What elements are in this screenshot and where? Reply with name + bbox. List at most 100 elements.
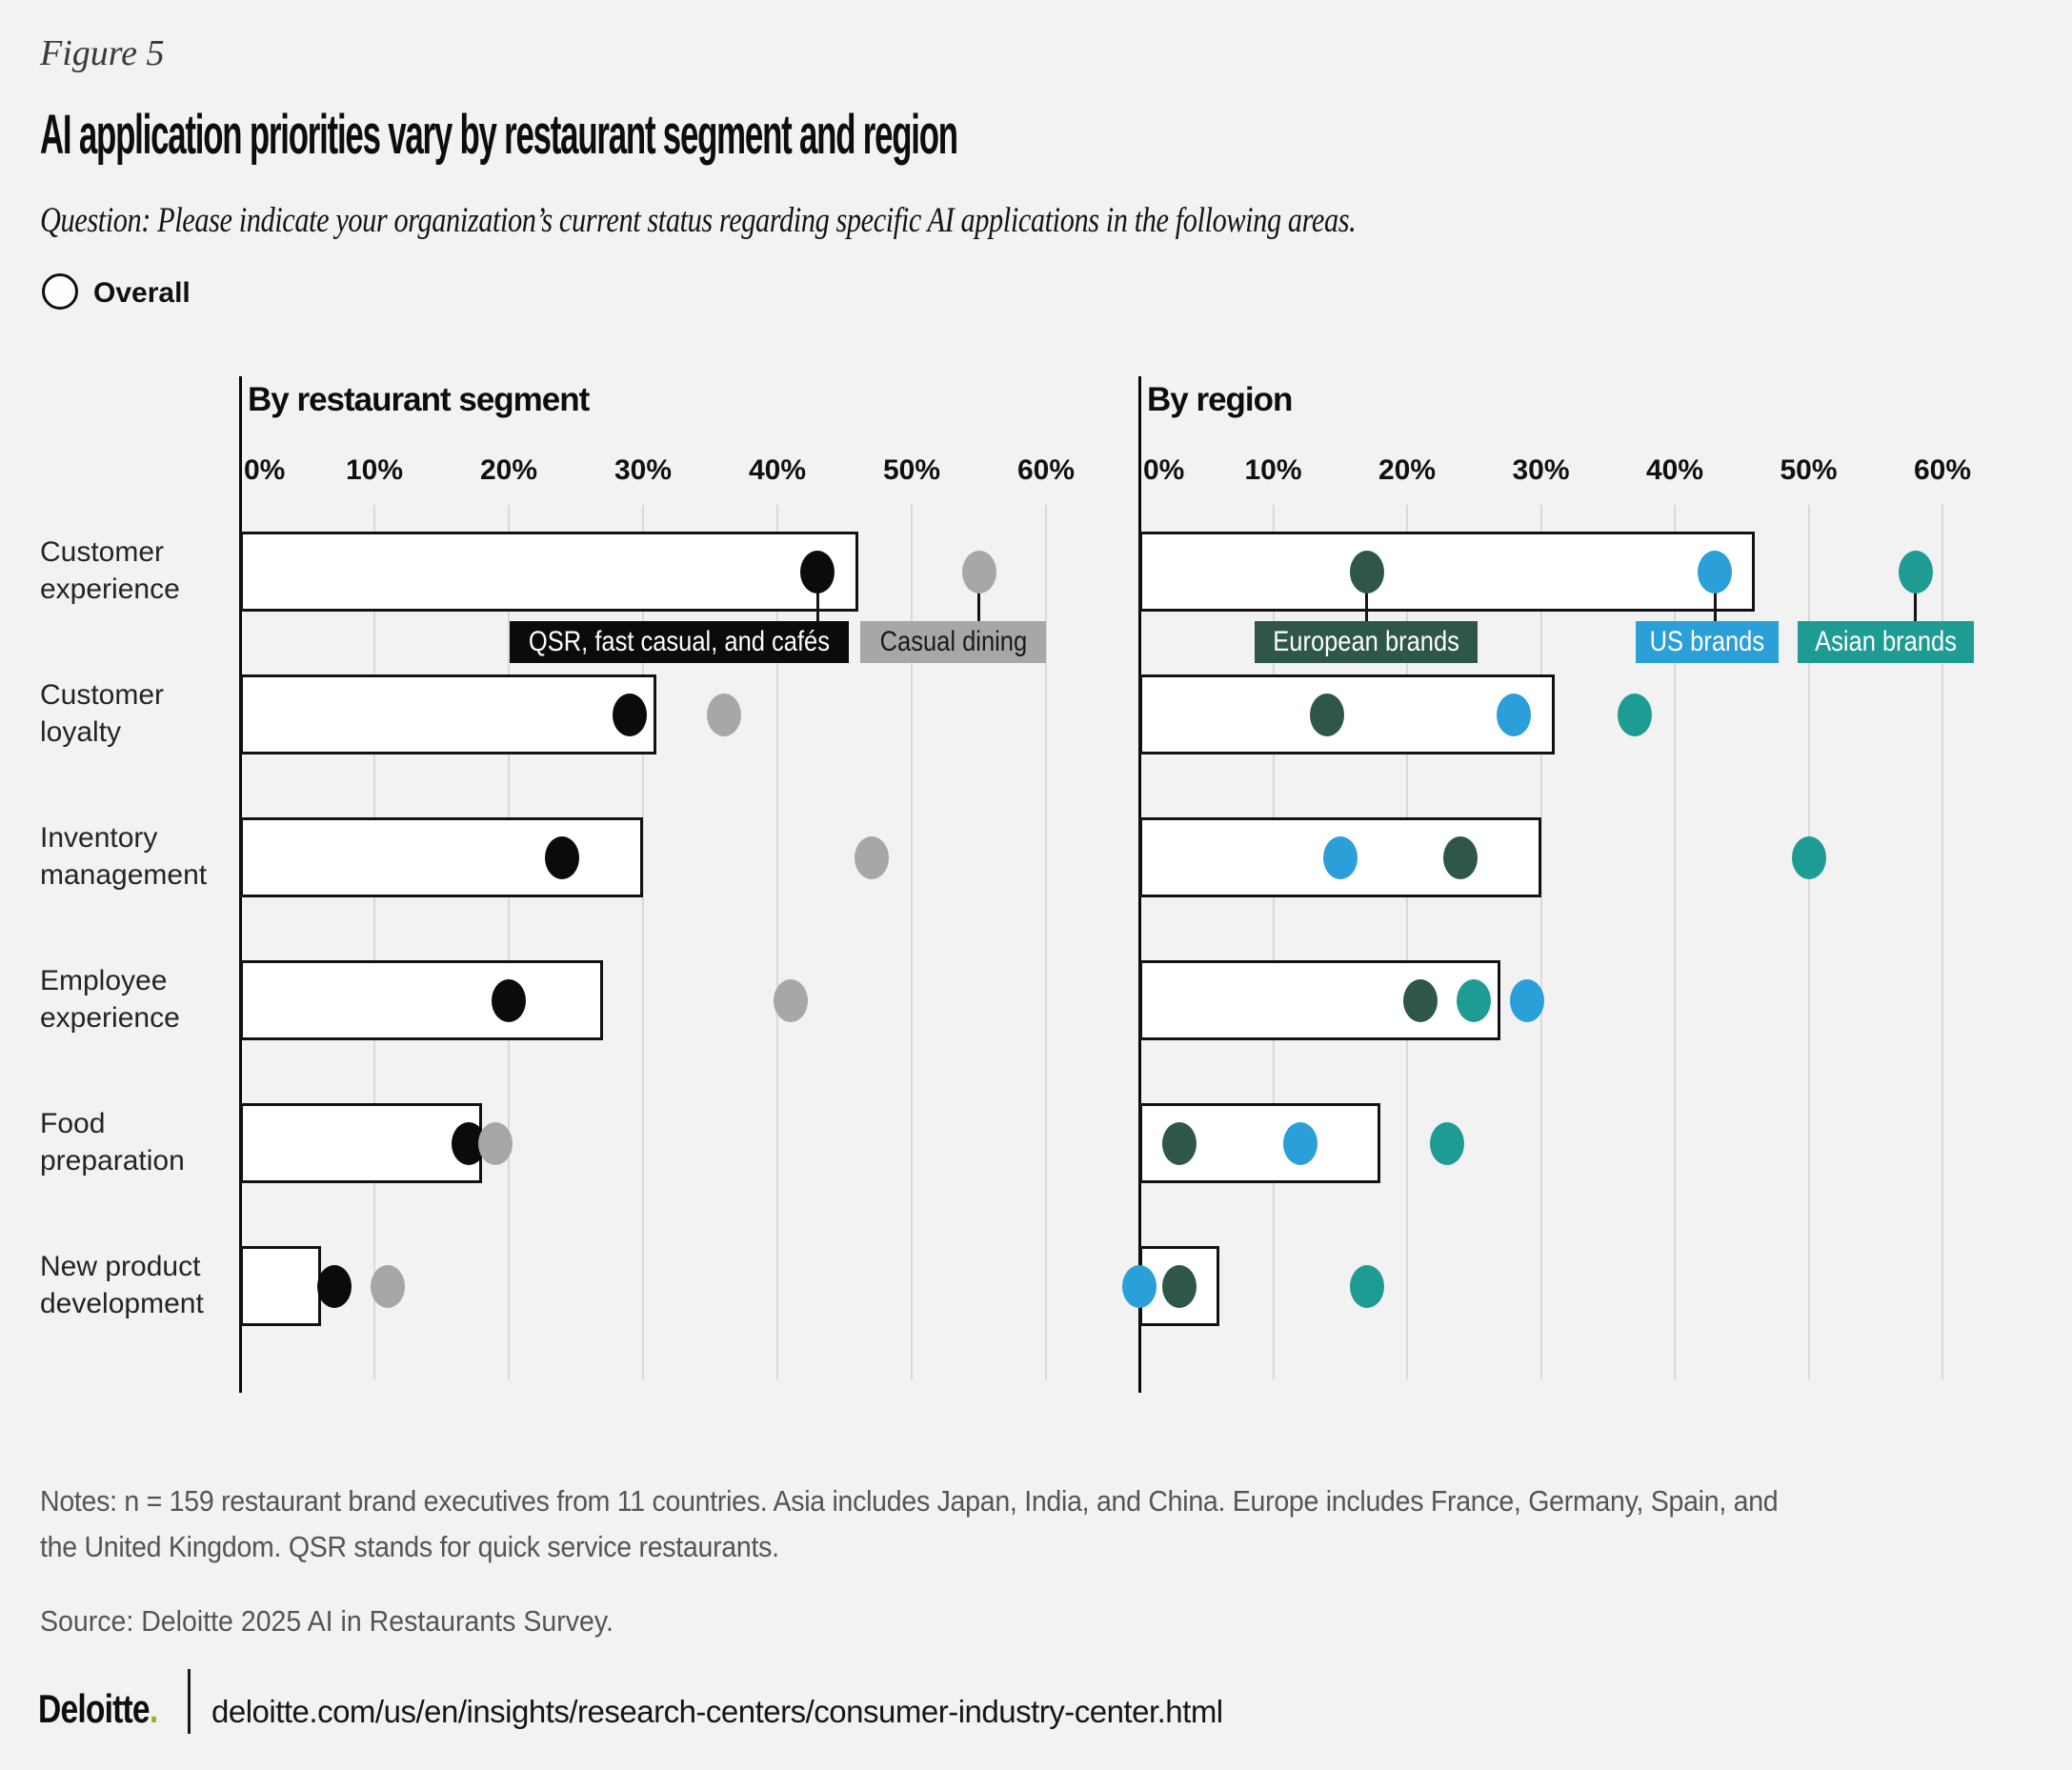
gridline — [1406, 505, 1408, 1379]
question-wrap: Question: Please indicate your organizat… — [40, 200, 1850, 241]
dot-us-brands — [1282, 1121, 1318, 1165]
dot-european-brands — [1162, 1264, 1197, 1308]
series-legend-us-brands: US brands — [1636, 621, 1779, 663]
dot-casual-dining — [961, 550, 996, 593]
category-label-line: management — [40, 859, 208, 891]
dot-casual-dining — [371, 1264, 406, 1308]
category-label-customer-experience: Customer experience — [40, 533, 180, 608]
axis-tick-label: 10% — [1244, 454, 1302, 486]
legend-connector — [1914, 572, 1918, 621]
gridline — [1807, 505, 1810, 1379]
dot-us-brands — [1322, 835, 1358, 879]
overall-bar — [240, 817, 643, 897]
gridline — [1674, 505, 1676, 1379]
dot-casual-dining — [706, 693, 741, 736]
dot-asian-brands — [1791, 835, 1826, 879]
axis-tick-label: 30% — [614, 454, 673, 486]
dot-asian-brands — [1430, 1121, 1465, 1165]
dot-european-brands — [1162, 1121, 1197, 1165]
gridline — [642, 505, 644, 1379]
series-legend-casual-dining: Casual dining — [860, 621, 1046, 663]
figure-title-wrap: AI application priorities vary by restau… — [40, 103, 1755, 167]
dot-us-brands — [1698, 550, 1733, 593]
overall-bar — [240, 1103, 482, 1183]
dot-asian-brands — [1349, 1264, 1384, 1308]
axis-tick-label: 60% — [1016, 454, 1076, 486]
category-label-line: Food — [40, 1108, 106, 1139]
series-legend-qsr-fast-casual-and-caf-s: QSR, fast casual, and cafés — [510, 621, 849, 663]
footer-divider — [188, 1669, 191, 1734]
overall-legend-marker — [42, 273, 78, 310]
series-legend-label: Asian brands — [1815, 626, 1957, 657]
axis-tick-label: 0% — [244, 454, 286, 486]
category-label-food-preparation: Food preparation — [40, 1105, 185, 1179]
dot-casual-dining — [774, 978, 809, 1022]
overall-bar — [240, 674, 657, 754]
axis-tick-label: 20% — [479, 454, 538, 486]
series-legend-label: QSR, fast casual, and cafés — [528, 626, 831, 657]
dot-casual-dining — [477, 1121, 513, 1165]
axis-tick-label: 60% — [1913, 454, 1972, 486]
category-label-inventory-management: Inventory management — [40, 819, 207, 894]
category-label-new-product-development: New product development — [40, 1248, 204, 1322]
series-legend-label: European brands — [1273, 626, 1459, 657]
axis-tick-label: 10% — [345, 454, 404, 486]
category-label-line: experience — [40, 573, 180, 605]
notes-line-1: Notes: n = 159 restaurant brand executiv… — [40, 1484, 1779, 1518]
dot-european-brands — [1443, 835, 1479, 879]
dot-asian-brands — [1457, 978, 1492, 1022]
category-label-line: experience — [40, 1002, 180, 1034]
overall-bar — [1139, 674, 1555, 754]
series-legend-asian-brands: Asian brands — [1798, 621, 1974, 663]
gridline — [1272, 505, 1275, 1379]
source-text: Source: Deloitte 2025 AI in Restaurants … — [40, 1604, 614, 1638]
overall-bar — [240, 1246, 321, 1326]
category-label-line: preparation — [40, 1145, 185, 1177]
gridline — [1941, 505, 1943, 1379]
dot-qsr-fast-casual-and-caf-s — [492, 978, 526, 1022]
gridline — [776, 505, 778, 1379]
series-legend-european-brands: European brands — [1255, 621, 1478, 663]
axis-tick-label: 50% — [882, 454, 941, 486]
category-label-line: Inventory — [40, 822, 158, 854]
category-label-line: loyalty — [40, 716, 122, 748]
overall-bar — [240, 960, 603, 1040]
axis-tick-label: 50% — [1780, 454, 1838, 486]
dot-asian-brands — [1617, 693, 1652, 736]
axis-tick-label: 40% — [748, 454, 807, 486]
deloitte-logo: Deloitte. — [38, 1686, 158, 1731]
dot-qsr-fast-casual-and-caf-s — [545, 835, 580, 879]
dot-european-brands — [1309, 693, 1344, 736]
gridline — [1045, 505, 1047, 1379]
legend-connector — [815, 572, 819, 621]
gridline — [911, 505, 913, 1379]
category-label-line: Customer — [40, 536, 165, 568]
gridline — [373, 505, 375, 1379]
dot-us-brands — [1497, 693, 1532, 736]
category-label-line: development — [40, 1288, 204, 1319]
panel-title: By restaurant segment — [248, 381, 590, 418]
overall-bar — [240, 532, 858, 612]
overall-legend-label: Overall — [93, 277, 191, 309]
axis-tick-label: 40% — [1645, 454, 1704, 486]
overall-bar — [1139, 532, 1756, 612]
axis-tick-label: 30% — [1512, 454, 1570, 486]
notes-line-2: the United Kingdom. QSR stands for quick… — [40, 1530, 779, 1563]
axis-tick-label: 0% — [1143, 454, 1185, 486]
dot-asian-brands — [1898, 550, 1933, 593]
deloitte-logo-period: . — [149, 1686, 158, 1731]
dot-qsr-fast-casual-and-caf-s — [316, 1264, 352, 1308]
gridline — [1539, 505, 1542, 1379]
question-text: Question: Please indicate your organizat… — [40, 201, 1357, 240]
category-label-line: Customer — [40, 679, 165, 711]
dot-qsr-fast-casual-and-caf-s — [800, 550, 835, 593]
category-label-customer-loyalty: Customer loyalty — [40, 676, 164, 751]
axis-tick-label: 20% — [1378, 454, 1437, 486]
figure-number: Figure 5 — [40, 33, 165, 73]
dot-casual-dining — [854, 835, 889, 879]
footer-url[interactable]: deloitte.com/us/en/insights/research-cen… — [211, 1694, 1223, 1729]
dot-qsr-fast-casual-and-caf-s — [612, 693, 647, 736]
series-legend-label: US brands — [1649, 626, 1765, 657]
series-legend-label: Casual dining — [879, 626, 1027, 657]
